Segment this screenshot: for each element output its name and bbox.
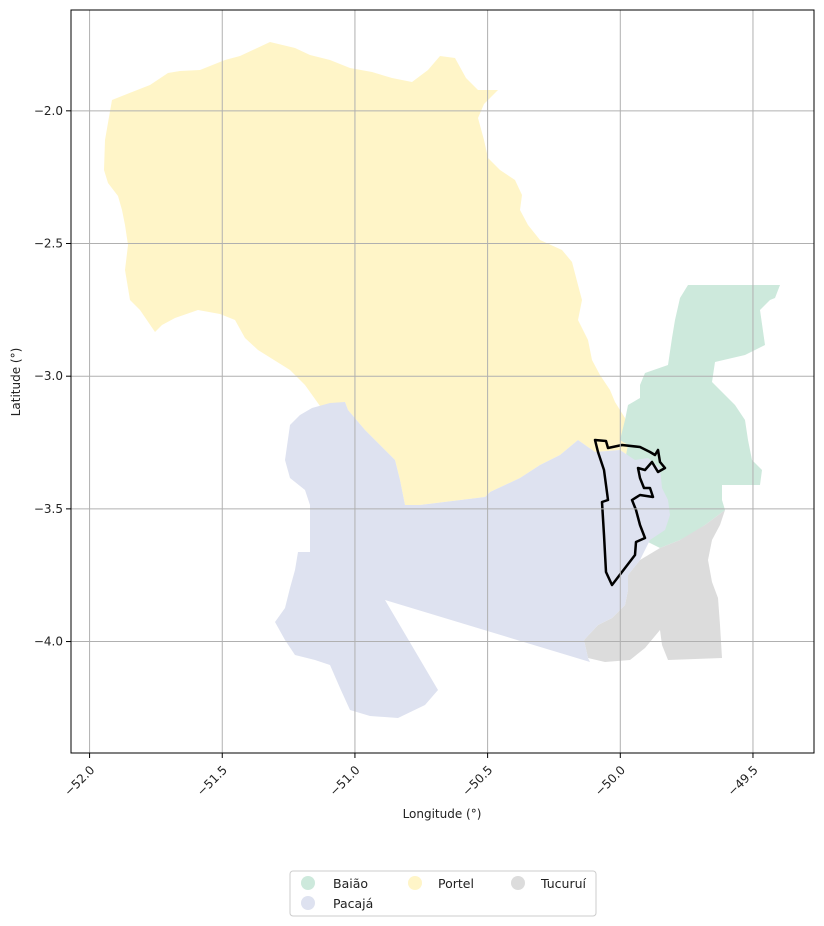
axes-frame <box>70 9 815 754</box>
region-tucurui <box>584 510 725 662</box>
legend-label-baiao: Baião <box>333 876 368 891</box>
y-axis-label: Latitude (°) <box>9 348 23 417</box>
highlight-outline <box>593 438 667 587</box>
x-tick-label: −50.0 <box>592 763 628 799</box>
y-tick-label: −2.0 <box>34 104 63 118</box>
x-tick-label: −49.5 <box>725 763 761 799</box>
plot-area <box>104 42 780 718</box>
x-tick-label: −52.0 <box>61 763 97 799</box>
y-tick-label: −2.5 <box>34 237 63 251</box>
legend: Baião Pacajá Portel Tucuruí <box>289 870 597 917</box>
x-tick-label: −50.5 <box>459 763 495 799</box>
x-tick-label: −51.0 <box>327 763 363 799</box>
y-tick-label: −3.0 <box>34 369 63 383</box>
region-portel <box>104 42 648 505</box>
grid <box>71 10 814 753</box>
legend-label-tucurui: Tucuruí <box>540 876 587 891</box>
region-pacaja <box>275 402 670 718</box>
legend-label-portel: Portel <box>438 876 474 891</box>
x-axis-label: Longitude (°) <box>403 807 482 821</box>
y-axis: −2.0 −2.5 −3.0 −3.5 −4.0 <box>34 104 71 649</box>
x-axis: −52.0 −51.5 −51.0 −50.5 −50.0 −49.5 <box>61 753 761 799</box>
legend-marker-portel <box>408 876 422 890</box>
x-tick-label: −51.5 <box>194 763 230 799</box>
legend-label-pacaja: Pacajá <box>333 896 373 911</box>
y-tick-label: −4.0 <box>34 635 63 649</box>
legend-marker-baiao <box>301 876 315 890</box>
legend-marker-pacaja <box>301 896 315 910</box>
y-tick-label: −3.5 <box>34 502 63 516</box>
legend-marker-tucurui <box>511 876 525 890</box>
